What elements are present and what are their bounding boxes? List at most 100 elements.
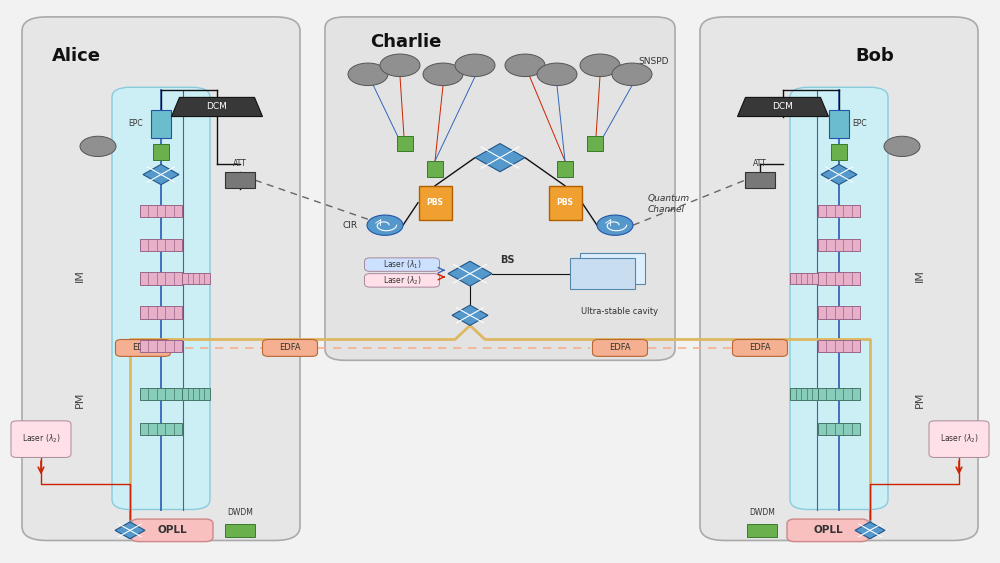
Text: OPLL: OPLL <box>813 525 843 535</box>
FancyBboxPatch shape <box>262 339 317 356</box>
Circle shape <box>380 54 420 77</box>
Bar <box>818 388 860 400</box>
Polygon shape <box>855 522 885 539</box>
Polygon shape <box>452 305 488 325</box>
Text: DCM: DCM <box>207 102 227 111</box>
Circle shape <box>367 215 403 235</box>
Bar <box>182 388 210 400</box>
Circle shape <box>884 136 920 157</box>
Text: Bob: Bob <box>855 47 894 65</box>
Text: Laser ($\lambda_1$): Laser ($\lambda_1$) <box>383 258 421 271</box>
Circle shape <box>612 63 652 86</box>
Text: Charlie: Charlie <box>370 33 441 51</box>
Bar <box>818 205 860 217</box>
Bar <box>153 144 169 160</box>
Text: Laser ($\lambda_2$): Laser ($\lambda_2$) <box>940 433 978 445</box>
Polygon shape <box>475 144 525 172</box>
Bar <box>818 272 860 285</box>
Text: PM: PM <box>75 391 85 408</box>
Bar <box>140 306 182 319</box>
Text: Laser ($\lambda_2$): Laser ($\lambda_2$) <box>22 433 60 445</box>
Text: EDFA: EDFA <box>279 343 301 352</box>
Bar <box>587 136 603 151</box>
Text: DWDM: DWDM <box>749 508 775 517</box>
Bar <box>140 340 182 352</box>
Circle shape <box>537 63 577 86</box>
FancyBboxPatch shape <box>365 274 440 287</box>
Bar <box>790 273 818 284</box>
Text: EDFA: EDFA <box>749 343 771 352</box>
Text: IM: IM <box>915 270 925 282</box>
Bar <box>418 186 452 220</box>
Text: PM: PM <box>915 391 925 408</box>
FancyBboxPatch shape <box>787 519 869 542</box>
Text: PBS: PBS <box>427 198 443 207</box>
Bar <box>829 110 849 138</box>
Text: IM: IM <box>75 270 85 282</box>
FancyBboxPatch shape <box>929 421 989 457</box>
Circle shape <box>505 54 545 77</box>
FancyBboxPatch shape <box>11 421 71 457</box>
Bar <box>790 388 818 400</box>
Bar <box>570 258 635 289</box>
Bar <box>818 423 860 435</box>
FancyBboxPatch shape <box>325 17 675 360</box>
Bar <box>548 186 582 220</box>
FancyBboxPatch shape <box>732 339 788 356</box>
Text: EDFA: EDFA <box>609 343 631 352</box>
FancyBboxPatch shape <box>365 258 440 271</box>
Polygon shape <box>821 164 857 185</box>
Text: BS: BS <box>500 254 514 265</box>
FancyBboxPatch shape <box>131 519 213 542</box>
FancyBboxPatch shape <box>790 87 888 510</box>
FancyBboxPatch shape <box>22 17 300 540</box>
Circle shape <box>423 63 463 86</box>
Polygon shape <box>738 97 828 117</box>
Circle shape <box>455 54 495 77</box>
FancyBboxPatch shape <box>700 17 978 540</box>
Circle shape <box>597 215 633 235</box>
Bar <box>140 239 182 251</box>
Polygon shape <box>172 97 262 117</box>
Polygon shape <box>143 164 179 185</box>
Bar <box>818 239 860 251</box>
Text: Alice: Alice <box>52 47 101 65</box>
Bar <box>747 524 777 537</box>
Polygon shape <box>448 261 492 286</box>
Bar <box>397 136 413 151</box>
Text: DCM: DCM <box>773 102 793 111</box>
Text: SNSPD: SNSPD <box>638 57 668 66</box>
Text: EDFA: EDFA <box>132 343 154 352</box>
Bar <box>831 144 847 160</box>
Bar <box>580 253 645 284</box>
FancyBboxPatch shape <box>112 87 210 510</box>
Bar <box>140 272 182 285</box>
Bar <box>745 172 775 188</box>
Text: DWDM: DWDM <box>227 508 253 517</box>
Text: EPC: EPC <box>128 119 143 128</box>
Text: EPC: EPC <box>852 119 867 128</box>
Text: ATT: ATT <box>233 159 247 168</box>
Bar <box>225 524 255 537</box>
Text: Quantum
Channel: Quantum Channel <box>648 194 690 213</box>
Text: ATT: ATT <box>753 159 767 168</box>
Bar <box>557 161 573 177</box>
Text: Ultra-stable cavity: Ultra-stable cavity <box>581 307 659 316</box>
FancyBboxPatch shape <box>115 339 170 356</box>
Bar <box>818 340 860 352</box>
Bar <box>225 172 255 188</box>
Bar <box>140 423 182 435</box>
Text: PBS: PBS <box>557 198 573 207</box>
Bar <box>182 273 210 284</box>
Bar <box>151 110 171 138</box>
Text: OPLL: OPLL <box>157 525 187 535</box>
Polygon shape <box>115 522 145 539</box>
Bar <box>427 161 443 177</box>
Circle shape <box>80 136 116 157</box>
Bar <box>140 388 182 400</box>
Circle shape <box>580 54 620 77</box>
Bar <box>140 205 182 217</box>
Circle shape <box>348 63 388 86</box>
Text: Laser ($\lambda_2$): Laser ($\lambda_2$) <box>383 274 421 287</box>
FancyBboxPatch shape <box>592 339 648 356</box>
